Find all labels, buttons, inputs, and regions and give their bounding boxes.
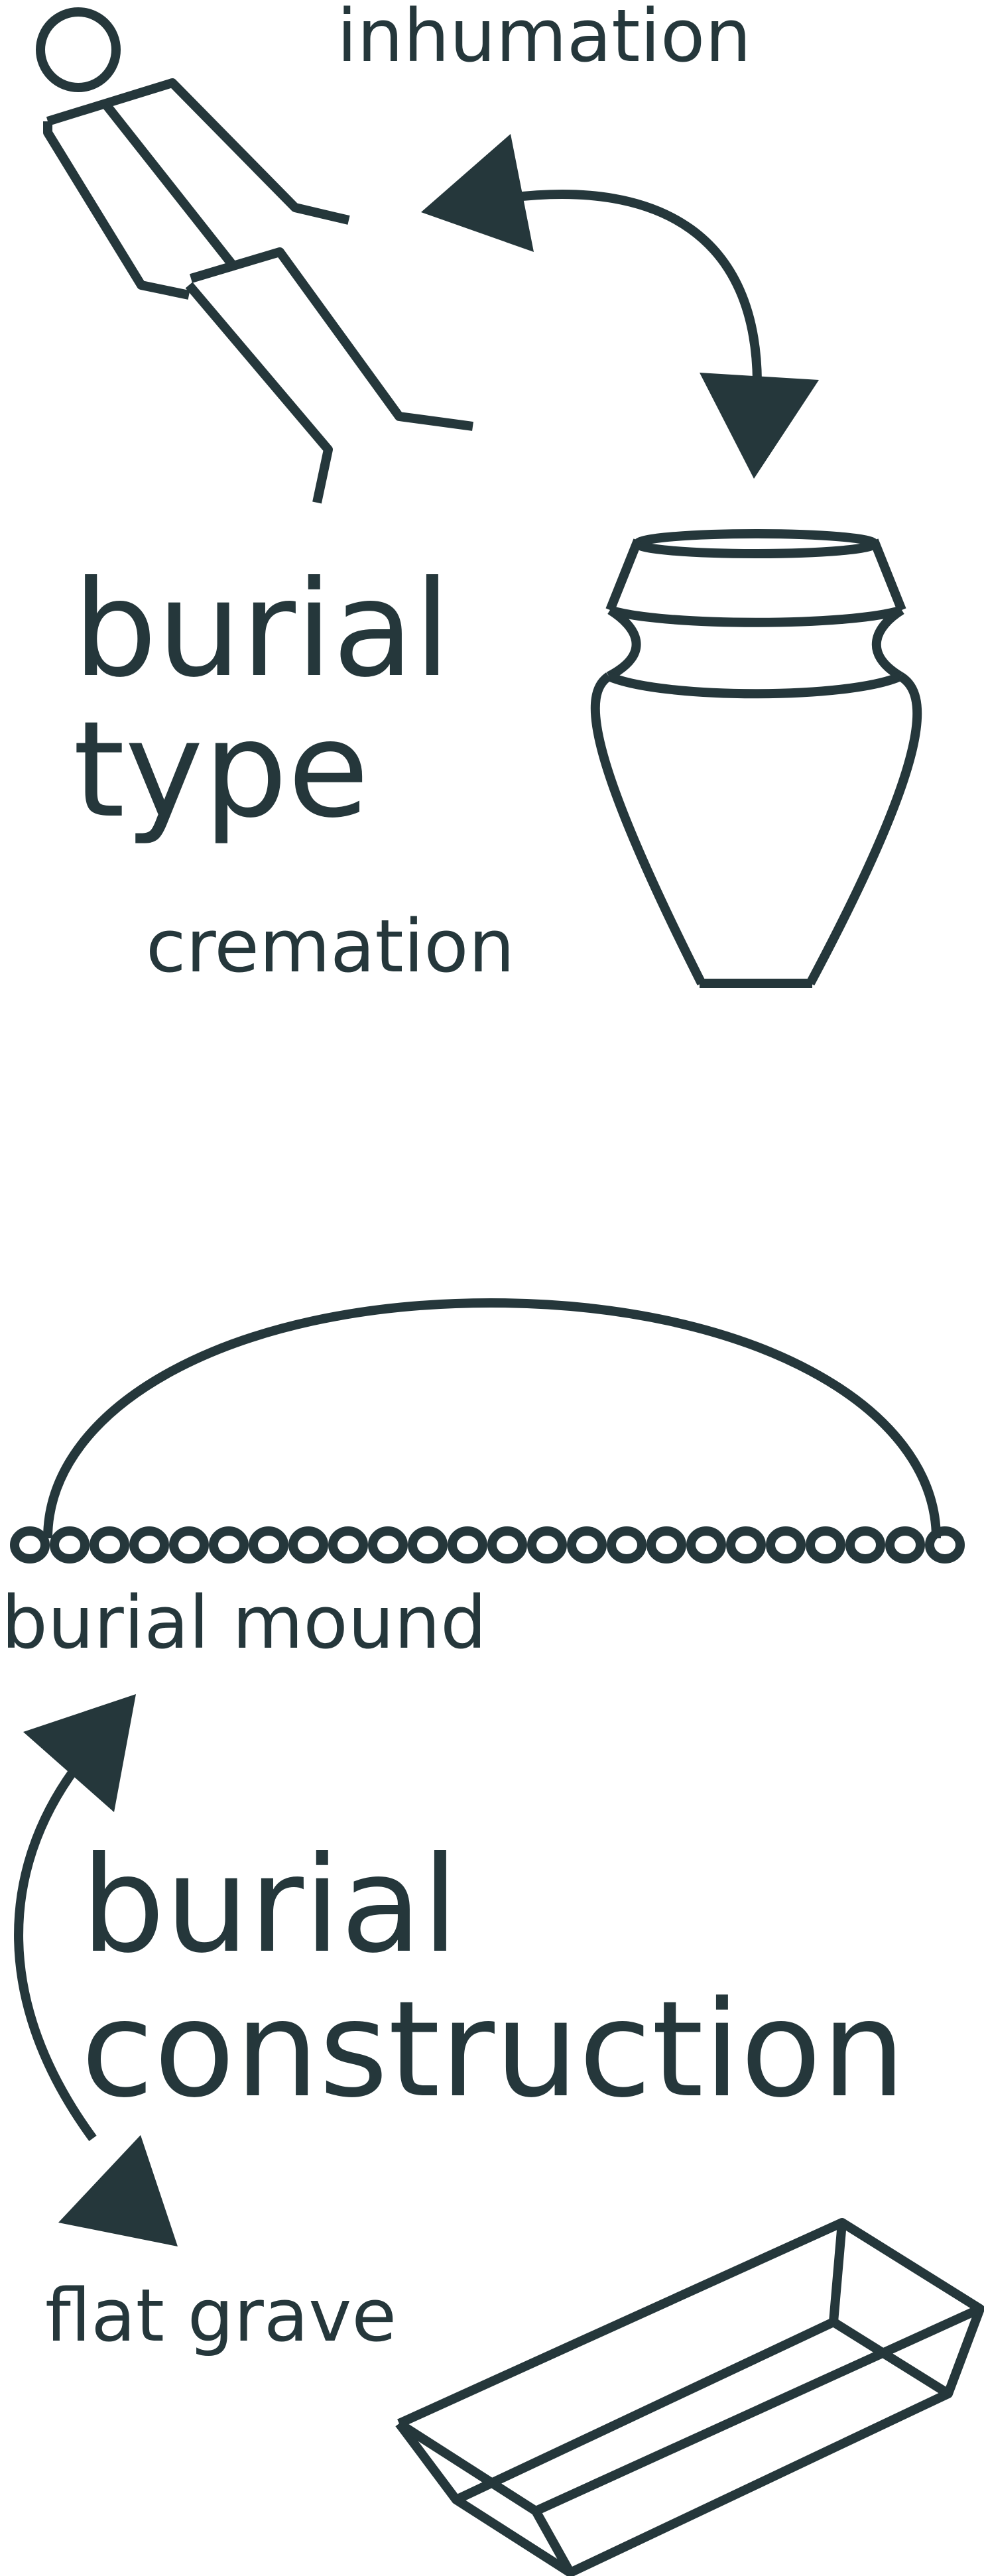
pebble <box>50 1526 90 1564</box>
cremation-label: cremation <box>146 904 515 989</box>
pebble <box>686 1526 726 1564</box>
pebble <box>527 1526 567 1564</box>
burial-type-section: inhumation bur <box>36 0 922 989</box>
pebble <box>646 1526 686 1564</box>
urn-icon <box>590 529 922 988</box>
burial-construction-arrow-icon <box>14 1694 178 2246</box>
pebble <box>607 1526 646 1564</box>
burial-construction-title-line2: construction <box>81 1973 906 2127</box>
pebble <box>328 1526 368 1564</box>
pebble <box>567 1526 607 1564</box>
pebble <box>726 1526 766 1564</box>
pebble <box>487 1526 527 1564</box>
pebble <box>408 1526 448 1564</box>
pebble <box>169 1526 209 1564</box>
pebble <box>129 1526 169 1564</box>
burial-construction-section: burial mound burial construction flat gr… <box>1 1298 984 2576</box>
burial-type-arrow-icon <box>421 134 819 479</box>
pebble <box>368 1526 408 1564</box>
inhumation-label: inhumation <box>337 0 751 78</box>
pebble <box>90 1526 129 1564</box>
burial-mound-label: burial mound <box>1 1580 487 1665</box>
pebble <box>249 1526 288 1564</box>
burial-type-title-line1: burial <box>73 552 451 707</box>
mound-icon <box>10 1298 965 1564</box>
pebble <box>845 1526 885 1564</box>
pebble <box>885 1526 925 1564</box>
pebble <box>288 1526 328 1564</box>
burial-construction-title-line1: burial <box>81 1828 459 1983</box>
burial-type-title-line2: type <box>73 693 369 847</box>
pebble <box>925 1526 965 1564</box>
pebble <box>209 1526 249 1564</box>
skeleton-icon <box>36 7 473 504</box>
pebble <box>766 1526 806 1564</box>
pebble <box>10 1526 50 1564</box>
flat-grave-icon <box>395 2218 984 2576</box>
pebble <box>448 1526 487 1564</box>
flat-grave-label: flat grave <box>45 2273 397 2358</box>
pebble <box>806 1526 845 1564</box>
